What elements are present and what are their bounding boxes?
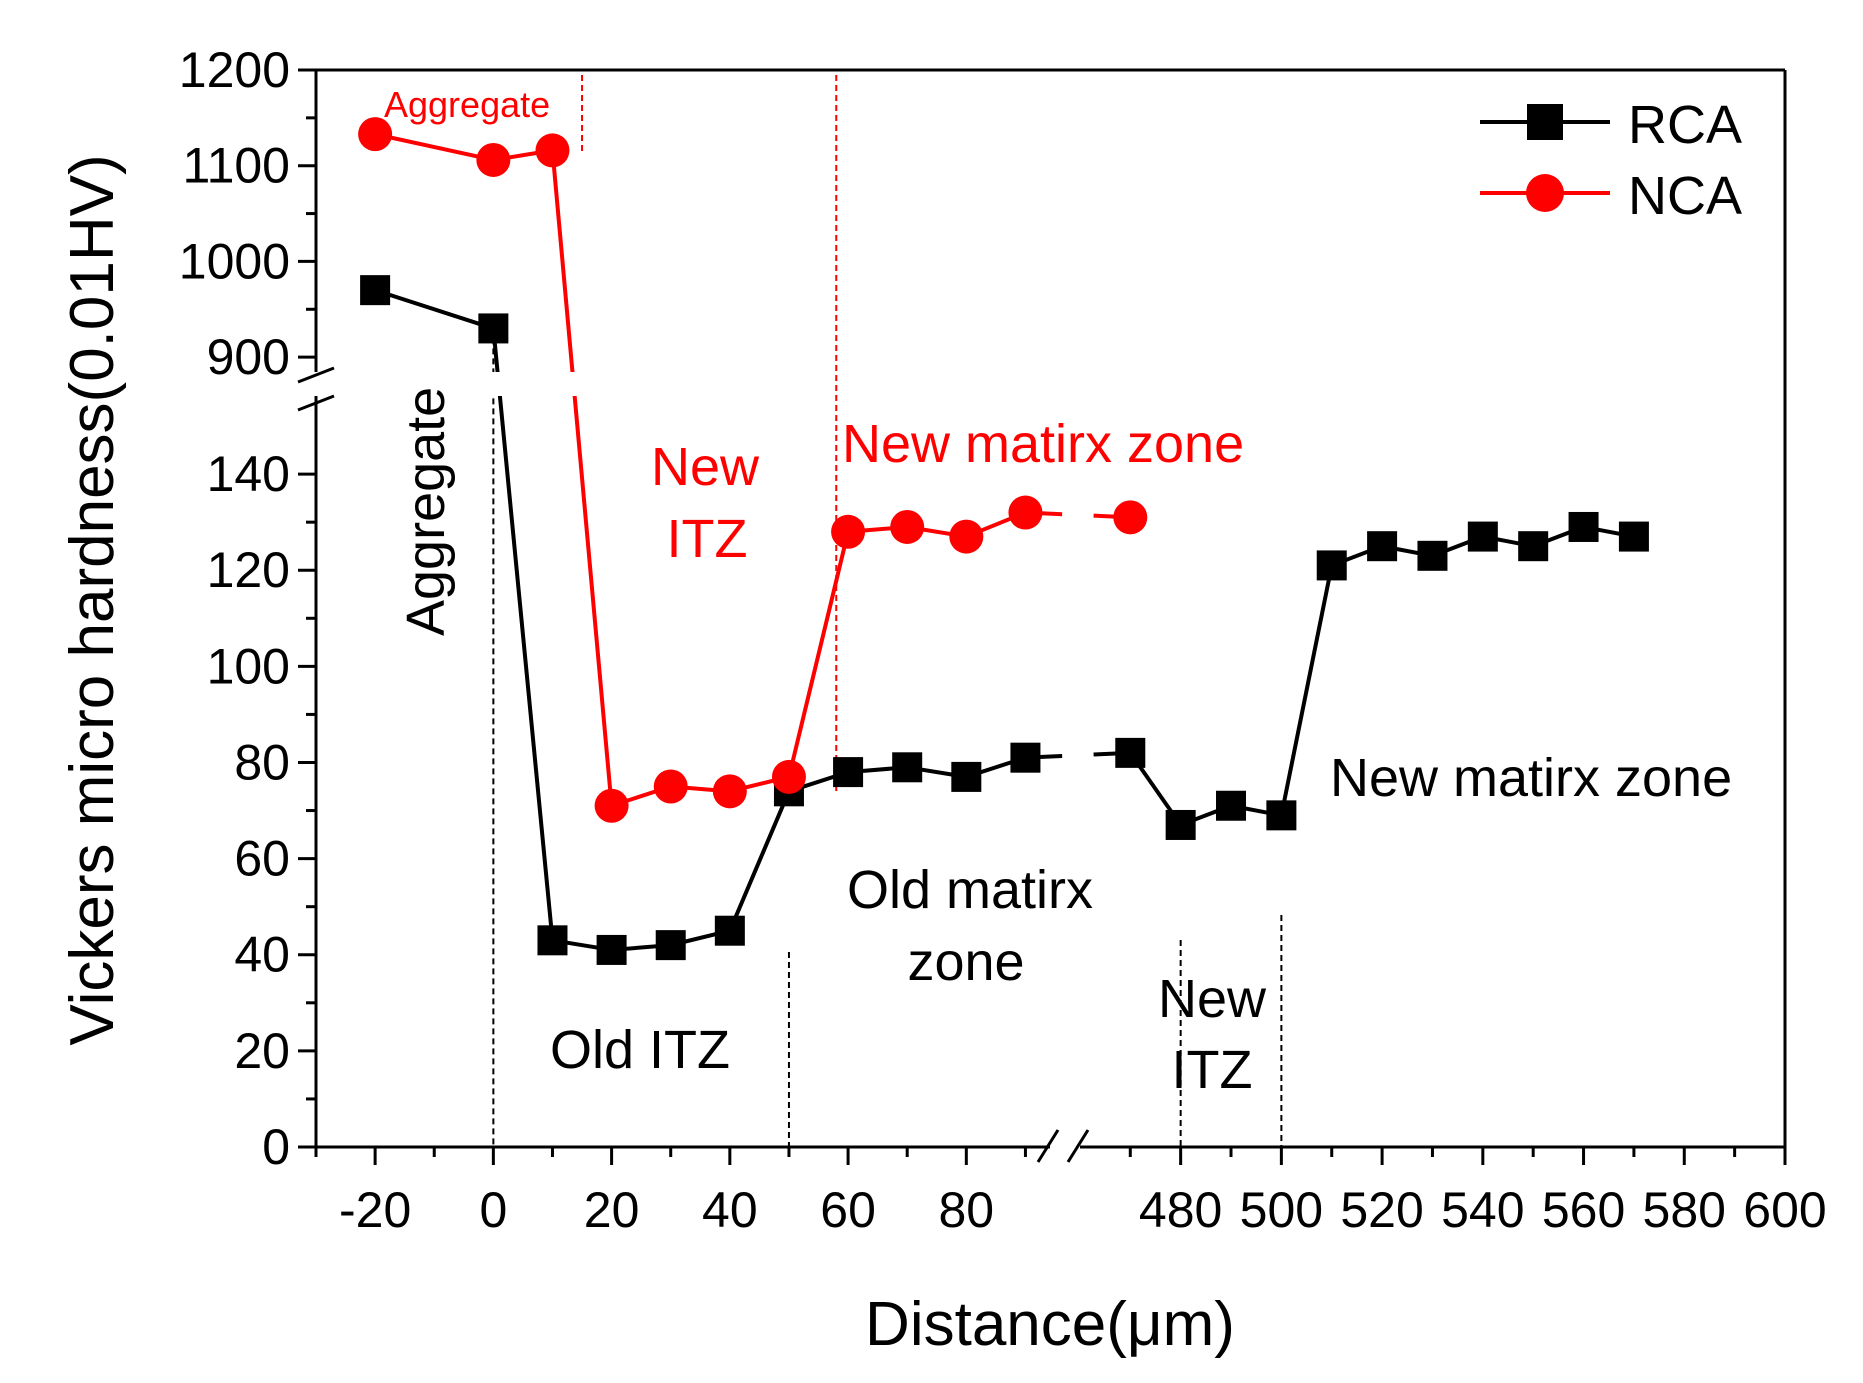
data-point-nca [1008, 495, 1043, 530]
data-point-rca [1266, 800, 1297, 831]
y-tick-label: 0 [262, 1119, 290, 1175]
annotation-old-matrix-line2: zone [907, 932, 1024, 992]
y-tick-label: 100 [207, 638, 290, 694]
y-tick-label: 1200 [179, 42, 290, 98]
annotation-new-itz-black-line2: ITZ [1172, 1040, 1253, 1100]
data-point-rca [360, 275, 391, 306]
legend-rca-label: RCA [1628, 95, 1742, 155]
x-tick-label: 480 [1139, 1182, 1222, 1238]
x-tick-label: 80 [939, 1182, 995, 1238]
x-axis-label: Distance(μm) [865, 1290, 1235, 1359]
data-point-rca [1010, 742, 1041, 773]
data-point-rca [537, 925, 568, 956]
data-point-rca [1568, 511, 1599, 542]
y-tick-label: 80 [234, 734, 290, 790]
x-axis-break-mark-2 [1066, 1129, 1090, 1163]
x-tick-label: 500 [1240, 1182, 1323, 1238]
data-point-rca [1216, 790, 1247, 821]
y-tick-label: 20 [234, 1023, 290, 1079]
legend: RCA NCA [1480, 95, 1742, 226]
data-point-nca [831, 514, 866, 549]
data-point-nca [890, 509, 925, 544]
x-tick-label: 580 [1643, 1182, 1726, 1238]
series-layer [358, 117, 1649, 965]
x-tick-label: 560 [1542, 1182, 1625, 1238]
y-tick-label: 1100 [182, 138, 290, 194]
annotation-old-itz: Old ITZ [550, 1020, 730, 1080]
data-point-nca [712, 774, 747, 809]
x-tick-label: 520 [1340, 1182, 1423, 1238]
data-point-rca [1115, 737, 1146, 768]
data-point-nca [1113, 500, 1148, 535]
data-point-rca [951, 761, 982, 792]
x-axis-break-mark-1 [1036, 1129, 1060, 1163]
y-break-gap-mask [480, 372, 590, 396]
data-point-rca [1518, 531, 1549, 562]
annotation-new-matrix-black: New matirx zone [1330, 748, 1732, 808]
y-axis-label: Vickers micro hardness(0.01HV) [58, 154, 127, 1045]
data-point-nca [653, 769, 688, 804]
legend-nca-marker [1526, 174, 1564, 212]
data-point-rca [714, 915, 745, 946]
y-tick-label: 900 [207, 329, 290, 385]
annotation-old-matrix-line1: Old matirx [847, 860, 1093, 920]
data-point-rca [1467, 521, 1498, 552]
data-point-rca [833, 757, 864, 788]
x-tick-label: -20 [339, 1182, 411, 1238]
axes-layer: 0 20 40 60 80 100 120 140 900 1000 1100 1200 -20 0 20 4… [179, 42, 1827, 1238]
x-tick-label: 0 [479, 1182, 507, 1238]
y-tick-label: 120 [207, 542, 290, 598]
y-tick-label: 60 [234, 831, 290, 887]
data-point-nca [771, 759, 806, 794]
data-point-nca [949, 519, 984, 554]
x-tick-label: 540 [1441, 1182, 1524, 1238]
y-tick-label: 1000 [179, 233, 290, 289]
data-point-rca [596, 934, 627, 965]
x-tick-label: 20 [584, 1182, 640, 1238]
series-line-rca [374, 288, 1027, 952]
annotation-new-itz-red-line2: ITZ [667, 509, 748, 569]
data-point-rca [892, 752, 923, 783]
x-tick-label: 600 [1743, 1182, 1826, 1238]
data-point-rca [655, 930, 686, 961]
data-point-nca [535, 133, 570, 168]
annotation-aggregate-black: Aggregate [396, 387, 456, 636]
y-tick-label: 40 [234, 927, 290, 983]
annotation-new-matrix-red: New matirx zone [842, 414, 1244, 474]
data-point-nca [358, 117, 393, 152]
annotation-aggregate-red: Aggregate [384, 84, 550, 125]
data-point-rca [1316, 550, 1347, 581]
data-point-rca [478, 313, 509, 344]
y-axis-break-mark-1 [297, 366, 335, 384]
data-point-nca [594, 788, 629, 823]
data-point-rca [1618, 521, 1649, 552]
data-point-rca [1367, 531, 1398, 562]
data-point-rca [1165, 809, 1196, 840]
annotation-new-itz-red-line1: New [651, 437, 760, 497]
x-tick-label: 40 [702, 1182, 758, 1238]
legend-nca-label: NCA [1628, 166, 1742, 226]
data-point-nca [476, 142, 511, 177]
y-tick-label: 140 [207, 446, 290, 502]
y-axis-break-mark-2 [297, 394, 335, 412]
legend-rca-marker [1527, 104, 1563, 140]
annotation-new-itz-black-line1: New [1158, 969, 1267, 1029]
x-tick-label: 60 [820, 1182, 876, 1238]
zone-guides-layer [492, 75, 1283, 1147]
data-point-rca [1417, 540, 1448, 571]
